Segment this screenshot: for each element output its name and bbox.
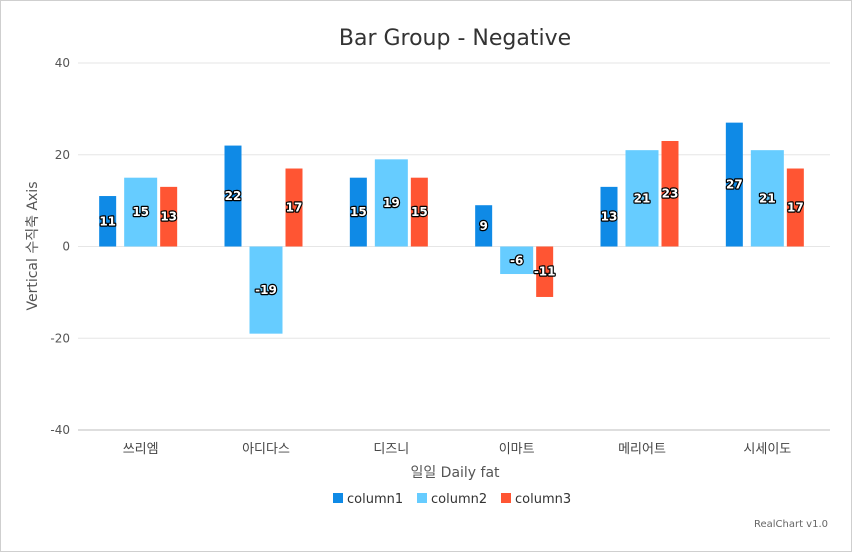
- data-label: 17: [787, 201, 804, 215]
- data-label: -11: [534, 265, 556, 279]
- y-tick-label: 0: [62, 240, 70, 254]
- bar-column2[interactable]: [750, 150, 784, 247]
- legend-item-column1[interactable]: column1: [347, 492, 403, 507]
- bar-column1[interactable]: [224, 145, 242, 247]
- y-tick-label: 20: [55, 148, 70, 162]
- data-label: 13: [601, 210, 618, 224]
- x-axis-title: 일일 Daily fat: [410, 465, 500, 481]
- data-label: 11: [99, 214, 116, 228]
- bar-column1[interactable]: [99, 196, 117, 247]
- bar-column2[interactable]: [124, 177, 158, 247]
- data-label: 21: [759, 191, 776, 205]
- bar-column1[interactable]: [725, 122, 743, 247]
- data-label: 9: [479, 219, 487, 233]
- gridlines: [78, 62, 830, 431]
- data-label: 23: [662, 187, 679, 201]
- y-tick-label: -40: [50, 423, 70, 437]
- bar-column1[interactable]: [600, 186, 618, 247]
- data-labels: 11 15 13 22 -19 17 15 19 15 9 -6 -11 13 21 23 27 21 17: [98, 176, 805, 298]
- x-tick-label: 아디다스: [242, 442, 290, 457]
- legend-item-column3[interactable]: column3: [515, 492, 571, 507]
- y-tick-label: -20: [50, 331, 70, 345]
- data-label: 17: [286, 201, 303, 215]
- data-label: 22: [225, 189, 242, 203]
- x-tick-label: 시세이도: [743, 442, 791, 457]
- bar-column3[interactable]: [536, 246, 554, 297]
- bar-column3[interactable]: [410, 177, 428, 247]
- data-label: 15: [350, 205, 367, 219]
- legend-item-column2[interactable]: column2: [431, 492, 487, 507]
- data-label: 21: [634, 191, 651, 205]
- x-tick-label: 메리어트: [618, 442, 666, 457]
- y-tick-label: 40: [55, 56, 70, 70]
- chart-credit: RealChart v1.0: [754, 519, 828, 530]
- x-tick-label: 디즈니: [373, 442, 409, 457]
- x-tick-label: 이마트: [499, 442, 535, 457]
- legend-swatch: [501, 493, 511, 503]
- bar-column2[interactable]: [249, 246, 283, 334]
- bar-column3[interactable]: [661, 140, 679, 247]
- y-axis-ticks: -40 -20 0 20 40: [50, 56, 70, 437]
- data-label: 19: [383, 196, 400, 210]
- data-label: 15: [411, 205, 428, 219]
- bar-column2[interactable]: [500, 246, 534, 275]
- data-label: 15: [132, 205, 149, 219]
- legend-swatch: [333, 493, 343, 503]
- bar-column3[interactable]: [786, 168, 804, 247]
- legend: column1 column2 column3: [333, 492, 571, 507]
- y-axis-title: Vertical 수직축 Axis: [25, 182, 41, 311]
- data-label: 13: [160, 210, 177, 224]
- data-label: 27: [726, 178, 743, 192]
- bar-column1[interactable]: [349, 177, 367, 247]
- bar-column3[interactable]: [160, 186, 178, 247]
- x-tick-label: 쓰리엠: [123, 442, 159, 457]
- bar-column1[interactable]: [475, 205, 493, 247]
- bars: [99, 122, 804, 334]
- legend-swatch: [417, 493, 427, 503]
- data-label: -19: [255, 283, 277, 297]
- data-label: -6: [510, 253, 523, 267]
- bar-column2[interactable]: [374, 159, 408, 247]
- bar-column2[interactable]: [625, 150, 659, 247]
- x-axis-ticks: 쓰리엠 아디다스 디즈니 이마트 메리어트 시세이도: [123, 442, 792, 457]
- bar-column3[interactable]: [285, 168, 303, 247]
- chart-title: Bar Group - Negative: [339, 26, 571, 51]
